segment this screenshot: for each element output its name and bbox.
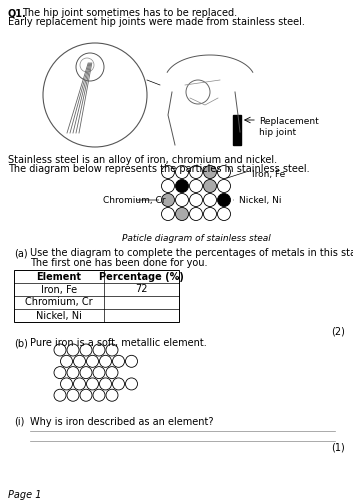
Circle shape [113,378,125,390]
Text: (2): (2) [331,326,345,336]
Circle shape [217,166,231,178]
Text: Why is iron described as an element?: Why is iron described as an element? [30,416,214,426]
Text: Replacement
hip joint: Replacement hip joint [259,117,319,137]
Text: Element: Element [36,272,82,281]
Circle shape [60,378,72,390]
Text: Pure iron is a soft, metallic element.: Pure iron is a soft, metallic element. [30,338,207,348]
Circle shape [86,356,98,368]
Circle shape [162,208,174,220]
Circle shape [203,180,216,192]
Circle shape [106,366,118,378]
Text: Chromium, Cr: Chromium, Cr [25,298,93,308]
Text: 72: 72 [135,284,148,294]
Circle shape [175,194,189,206]
Circle shape [93,344,105,356]
Circle shape [203,166,216,178]
Circle shape [217,180,231,192]
Circle shape [106,344,118,356]
Circle shape [93,366,105,378]
Circle shape [73,378,85,390]
Text: (1): (1) [331,442,345,452]
Circle shape [190,194,203,206]
Circle shape [80,344,92,356]
Bar [233,115,241,145]
Circle shape [67,366,79,378]
Circle shape [126,356,138,368]
Circle shape [54,366,66,378]
Text: Nickel, Ni: Nickel, Ni [36,310,82,320]
Circle shape [80,389,92,401]
Circle shape [67,389,79,401]
Text: Early replacement hip joints were made from stainless steel.: Early replacement hip joints were made f… [8,17,305,27]
Circle shape [100,378,112,390]
Text: Percentage (%): Percentage (%) [99,272,184,281]
Text: Chromium, Cr: Chromium, Cr [103,196,166,204]
Circle shape [162,166,174,178]
Text: Page 1: Page 1 [8,490,42,500]
Circle shape [217,194,231,206]
Circle shape [86,378,98,390]
Circle shape [217,208,231,220]
Text: The diagram below represents the particles in stainless steel.: The diagram below represents the particl… [8,164,310,174]
Circle shape [93,389,105,401]
Circle shape [190,208,203,220]
Circle shape [54,344,66,356]
Circle shape [162,194,174,206]
Circle shape [73,356,85,368]
Circle shape [54,389,66,401]
Circle shape [190,166,203,178]
Text: (a): (a) [14,248,28,258]
Text: Nickel, Ni: Nickel, Ni [233,196,281,204]
Text: (b): (b) [14,338,28,348]
Circle shape [175,166,189,178]
Circle shape [106,389,118,401]
Circle shape [100,356,112,368]
Circle shape [190,180,203,192]
Bar [14,270,179,322]
Text: Q1.: Q1. [8,8,27,18]
Circle shape [126,378,138,390]
Circle shape [80,366,92,378]
Text: Iron, Fe: Iron, Fe [41,284,77,294]
Circle shape [67,344,79,356]
Circle shape [203,194,216,206]
Circle shape [60,356,72,368]
Text: Use the diagram to complete the percentages of metals in this stainless steel.: Use the diagram to complete the percenta… [30,248,353,258]
Circle shape [175,180,189,192]
Text: The hip joint sometimes has to be replaced.: The hip joint sometimes has to be replac… [22,8,237,18]
Text: Stainless steel is an alloy of iron, chromium and nickel.: Stainless steel is an alloy of iron, chr… [8,155,277,165]
Circle shape [203,208,216,220]
Text: Paticle diagram of stainless steal: Paticle diagram of stainless steal [122,234,270,243]
Circle shape [175,208,189,220]
Text: (i): (i) [14,416,24,426]
Circle shape [113,356,125,368]
Text: The first one has been done for you.: The first one has been done for you. [30,258,208,268]
Circle shape [162,180,174,192]
Text: Iron, Fe: Iron, Fe [227,170,285,179]
